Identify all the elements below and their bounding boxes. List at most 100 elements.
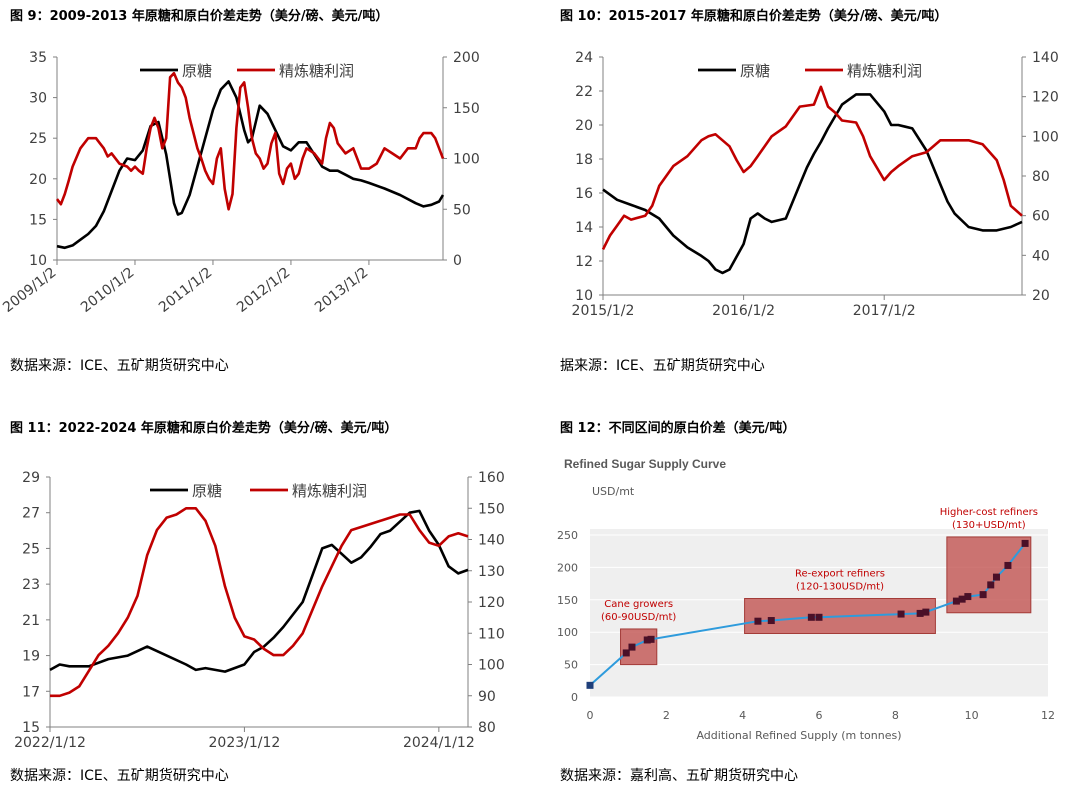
y-right-tick-label: 200 [453, 50, 480, 66]
legend-label: 精炼糖利润 [292, 482, 367, 500]
x-axis-label: Additional Refined Supply (m tonnes) [696, 729, 901, 742]
data-point [754, 617, 762, 625]
data-point [586, 681, 594, 689]
inner-chart-title: Refined Sugar Supply Curve [564, 457, 726, 471]
y-left-tick-label: 25 [29, 131, 47, 147]
region-sublabel: (130+USD/mt) [952, 520, 1026, 531]
y-right-tick-label: 60 [1032, 209, 1050, 225]
y-left-tick-label: 25 [22, 541, 40, 557]
y-right-tick-label: 80 [1032, 169, 1050, 185]
y-left-tick-label: 14 [575, 220, 593, 236]
chart-title: 图 11：2022-2024 年原糖和原白价差走势（美分/磅、美元/吨） [10, 421, 398, 436]
series-line-refining-margin [55, 71, 445, 211]
y-left-tick-label: 20 [29, 172, 47, 188]
data-point [807, 613, 815, 621]
data-point [628, 643, 636, 651]
x-tick-label: 0 [587, 709, 594, 722]
x-tick-label: 2012/1/2 [234, 265, 293, 316]
data-point [647, 635, 655, 643]
y-left-tick-label: 10 [575, 288, 593, 304]
legend-label: 精炼糖利润 [847, 62, 922, 80]
y-left-tick-label: 16 [575, 186, 593, 202]
y-right-tick-label: 150 [478, 501, 505, 517]
y-left-tick-label: 23 [22, 577, 40, 593]
legend-label: 原糖 [740, 62, 770, 80]
data-point [767, 617, 775, 625]
data-point [979, 591, 987, 599]
data-point [922, 608, 930, 616]
y-tick-label: 200 [557, 561, 578, 574]
y-left-tick-label: 18 [575, 152, 593, 168]
series-line-refining-margin [601, 85, 1023, 250]
series-line-raw-sugar [56, 80, 445, 250]
chart-title: 图 9：2009-2013 年原糖和原白价差走势（美分/磅、美元/吨） [10, 9, 389, 24]
y-left-tick-label: 15 [29, 212, 47, 228]
y-right-tick-label: 40 [1032, 248, 1050, 264]
y-right-tick-label: 140 [478, 533, 505, 549]
chart-source: 数据来源：嘉利高、五矿期货研究中心 [560, 768, 798, 784]
y-left-tick-label: 15 [22, 720, 40, 736]
x-tick-label: 2013/1/2 [312, 265, 371, 316]
chart-panel-fig12: 图 12：不同区间的原白价差（美元/吨） Refined Sugar Suppl… [540, 410, 1080, 791]
y-right-tick-label: 120 [478, 595, 505, 611]
data-point [992, 573, 1000, 581]
data-point [622, 649, 630, 657]
y-right-tick-label: 80 [478, 720, 496, 736]
chart-source: 据来源：ICE、五矿期货研究中心 [560, 358, 765, 374]
chart-title: 图 10：2015-2017 年原糖和原白价差走势（美分/磅、美元/吨） [560, 9, 948, 24]
y-tick-label: 100 [557, 626, 578, 639]
data-point [643, 636, 651, 644]
data-point [987, 581, 995, 589]
data-point [1004, 561, 1012, 569]
region-label: Cane growers [604, 599, 673, 610]
chart-source: 数据来源：ICE、五矿期货研究中心 [10, 768, 229, 784]
data-point [815, 613, 823, 621]
y-tick-label: 150 [557, 594, 578, 607]
x-tick-label: 12 [1041, 709, 1055, 722]
chart-title: 图 12：不同区间的原白价差（美元/吨） [560, 421, 796, 436]
supply-curve-fig12: Refined Sugar Supply CurveUSD/mt05010015… [557, 457, 1055, 742]
y-right-tick-label: 100 [1032, 129, 1059, 145]
chart-panel-fig10: 图 10：2015-2017 年原糖和原白价差走势（美分/磅、美元/吨） 10 1… [540, 0, 1080, 395]
y-left-tick-label: 29 [22, 470, 40, 486]
x-tick-label: 2016/1/2 [712, 303, 775, 319]
data-point [952, 597, 960, 605]
y-left-tick-label: 12 [575, 254, 593, 270]
x-tick-label: 2022/1/12 [14, 735, 86, 751]
y-left-tick-label: 27 [22, 506, 40, 522]
data-point [916, 609, 924, 617]
y-left-tick-label: 21 [22, 613, 40, 629]
series-line-refining-margin [50, 507, 469, 698]
legend-label: 原糖 [192, 482, 222, 500]
y-right-tick-label: 100 [453, 152, 480, 168]
region-box [620, 628, 658, 666]
x-tick-label: 4 [739, 709, 746, 722]
y-right-tick-label: 0 [453, 253, 462, 269]
x-tick-label: 2024/1/12 [403, 735, 475, 751]
x-tick-label: 2015/1/2 [572, 303, 635, 319]
x-tick-label: 2017/1/2 [853, 303, 916, 319]
legend-label: 原糖 [182, 62, 212, 80]
y-right-tick-label: 130 [478, 564, 505, 580]
data-point [897, 610, 905, 618]
y-right-tick-label: 120 [1032, 90, 1059, 106]
line-chart-fig11: 15 17 19 21 23 25 27 29 80 90 100 110 120 130 140 150 16… [14, 470, 505, 751]
y-right-tick-label: 100 [478, 658, 505, 674]
y-tick-label: 50 [564, 659, 578, 672]
y-right-tick-label: 20 [1032, 288, 1050, 304]
x-tick-label: 2023/1/12 [209, 735, 281, 751]
legend-label: 精炼糖利润 [279, 62, 354, 80]
data-point [958, 595, 966, 603]
y-left-tick-label: 22 [575, 84, 593, 100]
y-tick-label: 0 [571, 691, 578, 704]
x-tick-label: 8 [892, 709, 899, 722]
chart-panel-fig9: 图 9：2009-2013 年原糖和原白价差走势（美分/磅、美元/吨） 10 15… [0, 0, 540, 395]
y-left-tick-label: 20 [575, 118, 593, 134]
data-point [1021, 539, 1029, 547]
y-left-tick-label: 10 [29, 253, 47, 269]
x-tick-label: 2009/1/2 [0, 265, 59, 316]
y-tick-label: 250 [557, 529, 578, 542]
line-chart-fig10: 10 12 14 16 18 20 22 24 20 40 60 80 100 120 140 2015/1/… [572, 50, 1059, 319]
series-line-raw-sugar [602, 93, 1023, 275]
region-label: Re-export refiners [795, 569, 885, 580]
